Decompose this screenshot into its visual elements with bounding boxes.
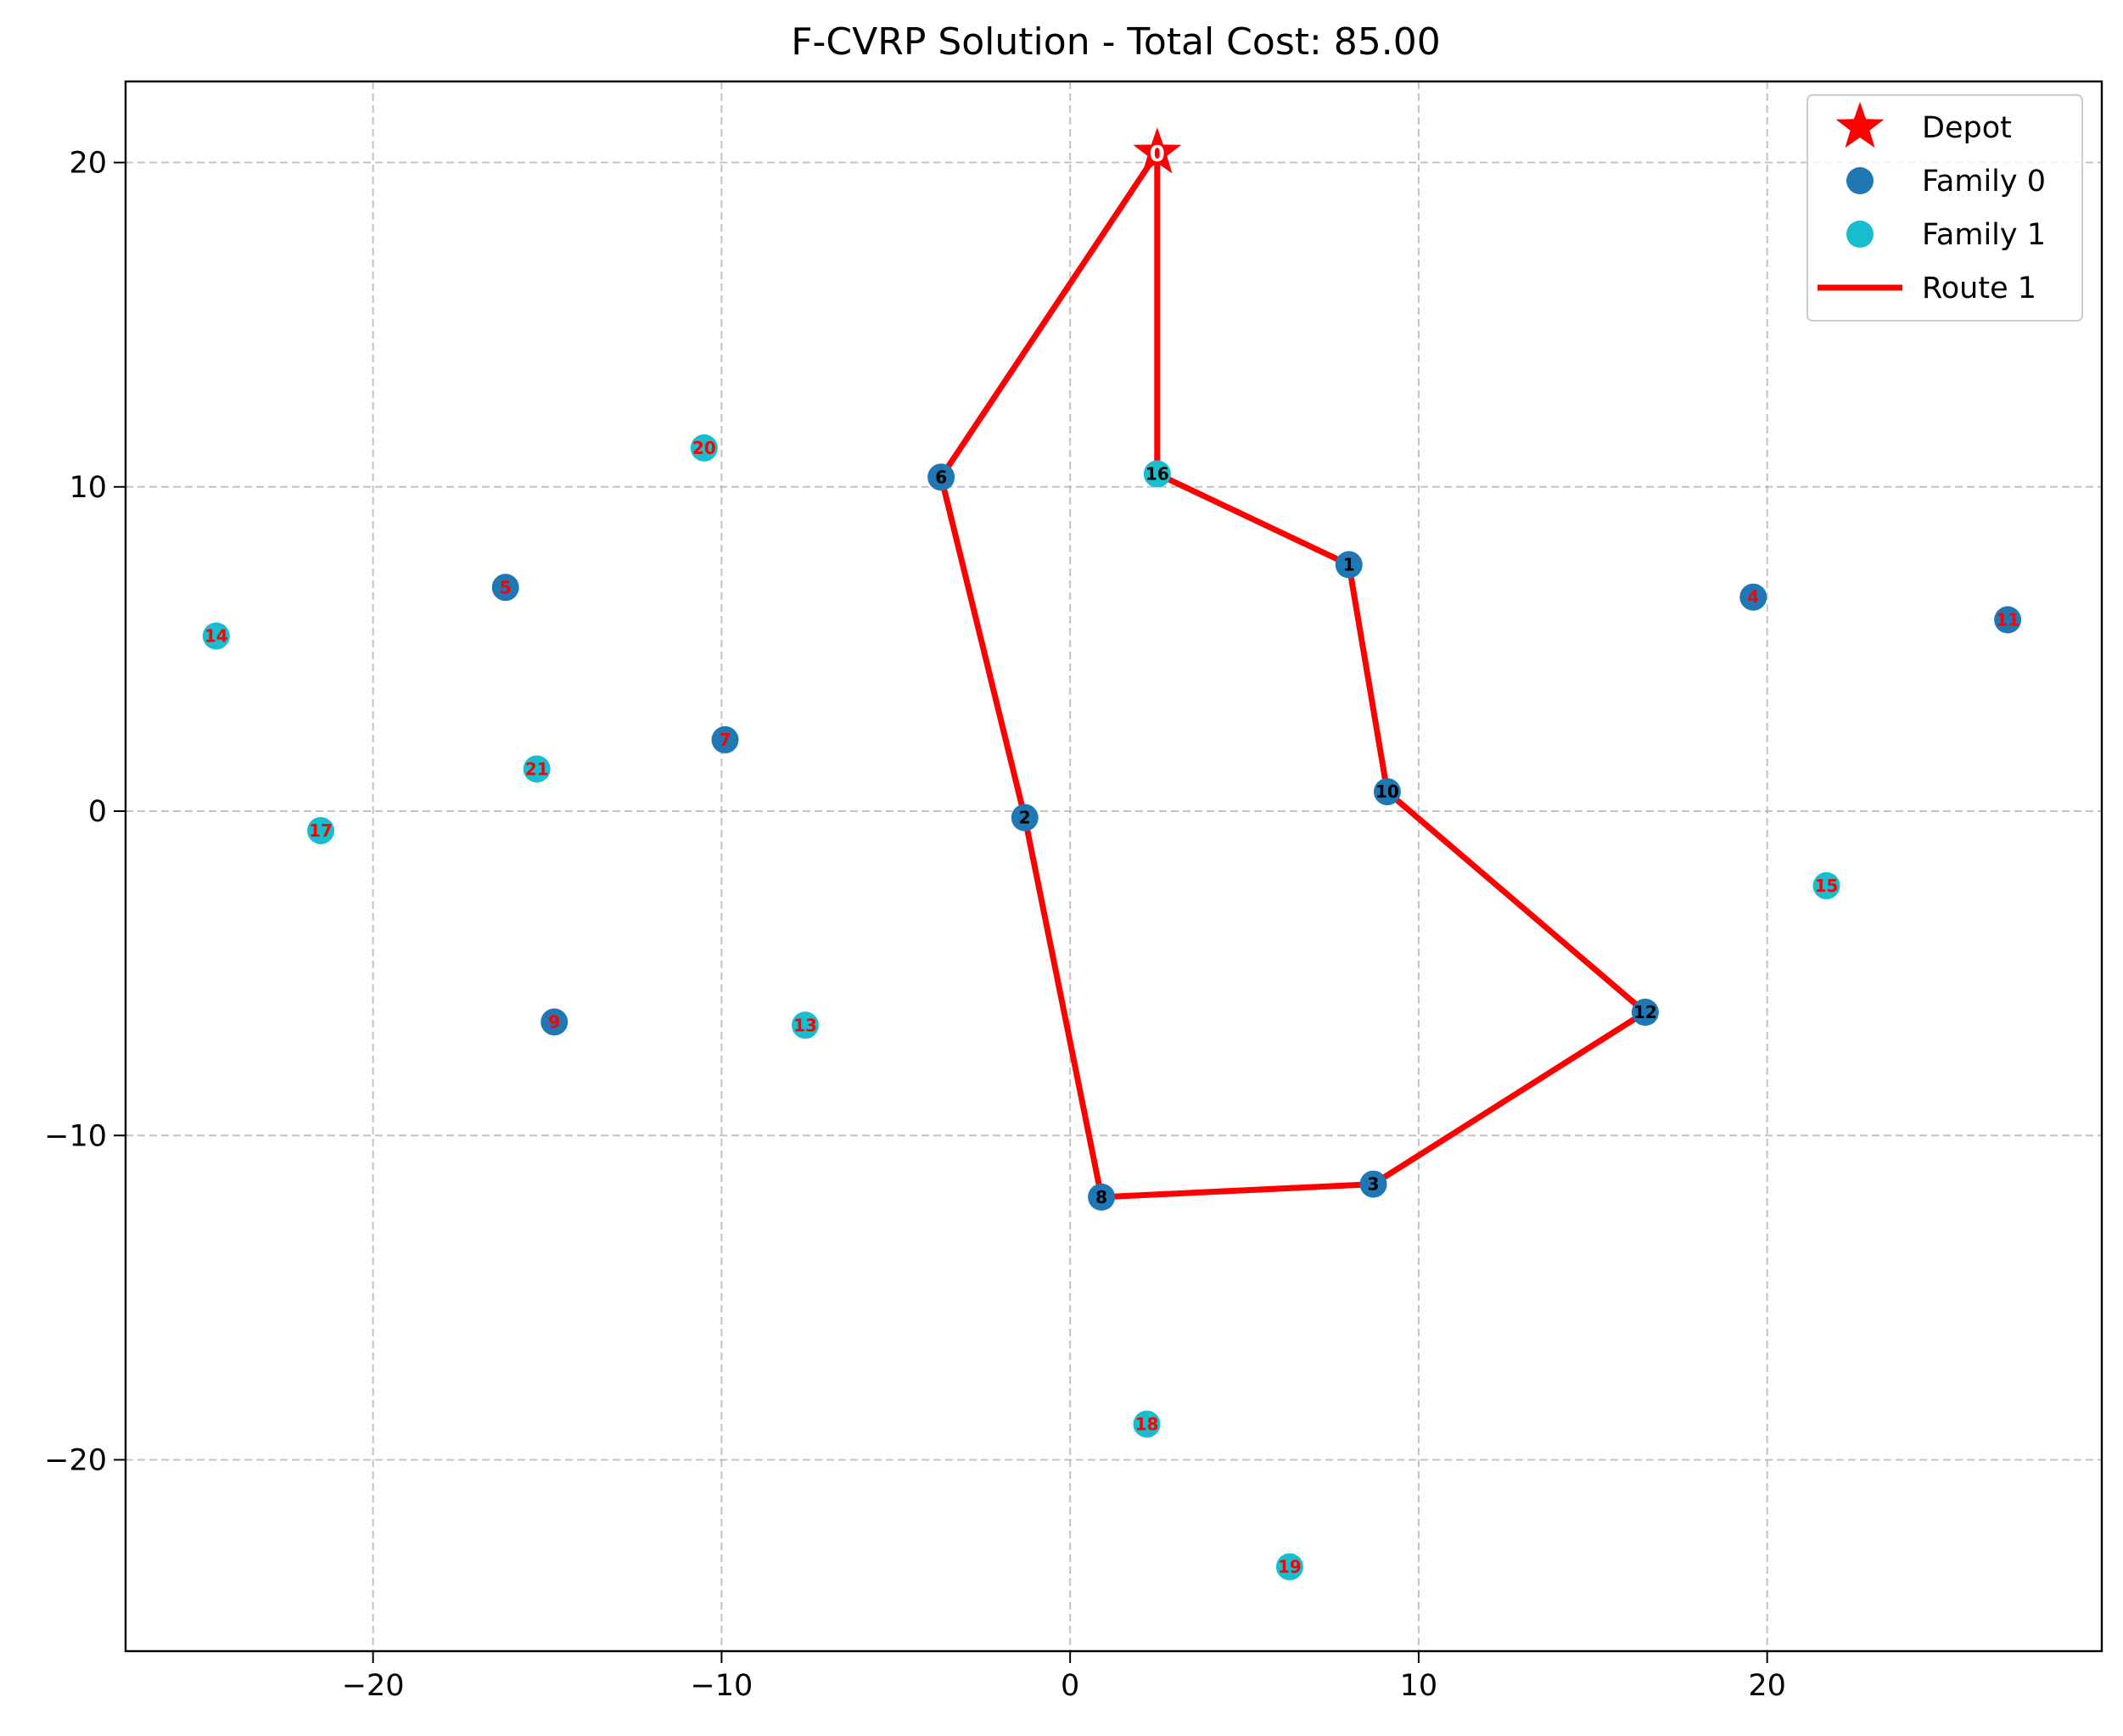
y-tick-label: 20: [69, 147, 107, 181]
point-label: 10: [1375, 781, 1399, 802]
family-1-point: [1133, 1410, 1161, 1438]
family-1-point: [307, 816, 335, 844]
point-label: 15: [1815, 876, 1839, 896]
y-tick-label: 10: [69, 471, 107, 505]
route-line: [938, 149, 1649, 1201]
point-label: 4: [1747, 587, 1759, 608]
family-0-point: [1739, 583, 1767, 611]
x-tick-label: −10: [690, 1669, 753, 1703]
legend-label: Family 0: [1922, 165, 2046, 199]
family-0-point: [1335, 551, 1363, 579]
point-label: 12: [1633, 1002, 1657, 1022]
y-tick-label: 0: [88, 795, 107, 829]
x-tick-label: 20: [1748, 1669, 1786, 1703]
point-label: 5: [500, 577, 512, 597]
family-1-point: [523, 755, 551, 783]
family-1-point: [1143, 460, 1171, 488]
chart-title: F-CVRP Solution - Total Cost: 85.00: [791, 20, 1441, 64]
point-label: 19: [1278, 1557, 1302, 1577]
family-0-point: [1088, 1183, 1116, 1211]
legend-label: Route 1: [1922, 272, 2036, 305]
family-1-point: [690, 434, 718, 462]
legend-star-marker: [1835, 102, 1885, 148]
point-label: 3: [1368, 1174, 1380, 1195]
point-label: 16: [1146, 464, 1169, 484]
y-tick-label: −20: [44, 1443, 107, 1477]
point-label: 9: [548, 1011, 560, 1032]
x-tick-label: 10: [1400, 1669, 1438, 1703]
family-0-point: [1011, 804, 1039, 832]
legend-circle-marker: [1846, 167, 1874, 194]
point-label: 20: [692, 438, 716, 458]
point-label: 21: [525, 759, 549, 779]
point-label: 13: [793, 1015, 817, 1035]
legend-circle-marker: [1846, 221, 1874, 248]
family-0-point: [711, 725, 739, 753]
point-label: 17: [309, 820, 333, 841]
depot-label: 0: [1150, 142, 1165, 167]
family-1-point: [202, 622, 230, 650]
family-1-point: [791, 1011, 819, 1039]
legend: Depot Family 0 Family 1 Route 1: [1807, 94, 2083, 322]
grid-layer: [126, 81, 2102, 1651]
family-0-point: [927, 463, 955, 491]
family-0-point: [1373, 778, 1401, 806]
point-label: 8: [1095, 1187, 1107, 1207]
depot-star-marker: [1133, 127, 1182, 174]
legend-box: [1807, 94, 2083, 322]
legend-label: Depot: [1922, 111, 2012, 145]
point-label: 11: [1996, 610, 2019, 630]
family-0-point: [1994, 606, 2022, 634]
family-1-point: [1275, 1553, 1303, 1581]
y-tick-label: −10: [44, 1119, 107, 1153]
family-0-point: [1359, 1170, 1387, 1198]
point-label: 7: [720, 730, 731, 750]
point-label: 2: [1019, 808, 1031, 828]
route-layer: [938, 149, 1649, 1201]
point-label: 6: [935, 467, 947, 487]
axes-layer: −20 −10 0 10 20 −20 −10 0 10 20: [44, 147, 1786, 1703]
family-0-point: [491, 574, 519, 602]
point-label: 1: [1343, 555, 1355, 575]
point-label: 18: [1135, 1414, 1159, 1434]
x-tick-label: 0: [1061, 1669, 1079, 1703]
x-tick-label: −20: [342, 1669, 405, 1703]
legend-label: Family 1: [1922, 218, 2046, 252]
plot-frame: [124, 80, 2103, 1653]
family-0-point: [541, 1008, 569, 1036]
family-0-point: [1631, 999, 1659, 1027]
family-1-point: [1812, 871, 1840, 899]
points-layer: [202, 127, 2022, 1581]
point-label: 14: [204, 626, 228, 647]
